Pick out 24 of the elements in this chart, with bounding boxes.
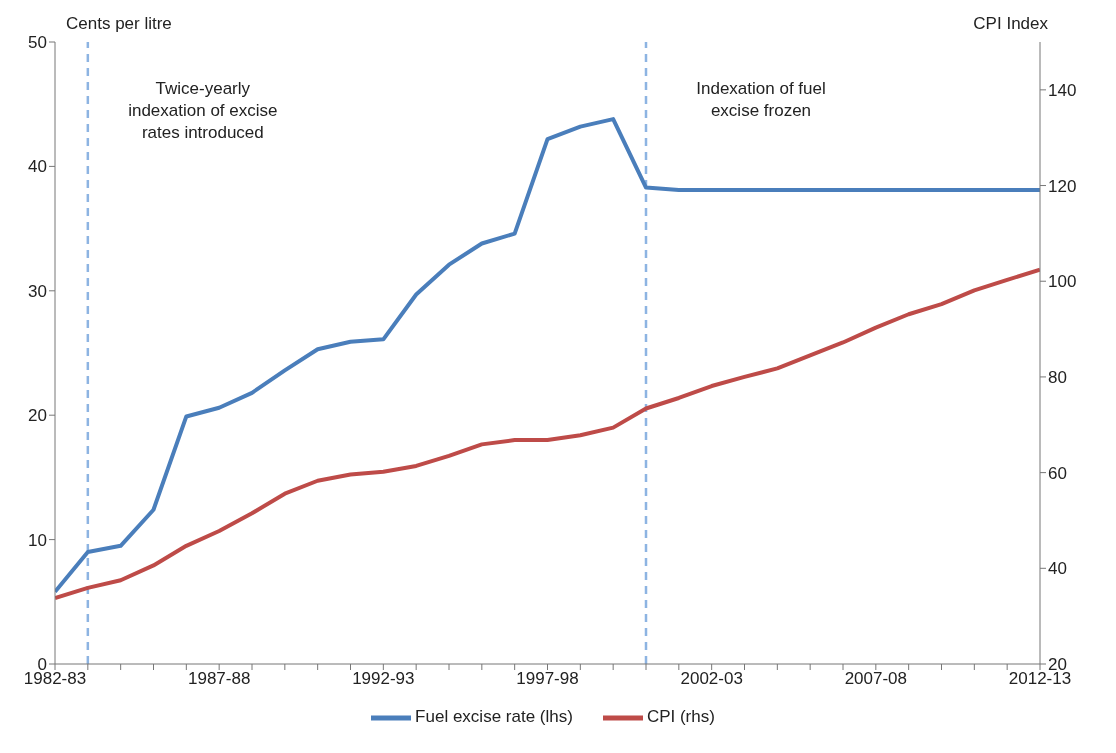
x-tick-label: 1997-98 [516,669,579,689]
y-axis-title: Cents per litre [66,14,172,34]
y2-axis-title: CPI Index [973,14,1048,34]
legend-label: CPI (rhs) [646,707,715,727]
y-tick-label: 30 [28,281,47,301]
y2-tick-label: 80 [1048,367,1067,387]
annotation: Twice-yearly indexation of excise rates introduced [128,79,278,142]
y-tick-label: 10 [28,530,47,550]
x-tick-label: 1992-93 [352,669,415,689]
y2-tick-label: 100 [1048,272,1077,292]
y2-tick-label: 140 [1048,80,1077,100]
y-tick-label: 40 [28,157,47,177]
line-series [55,267,1040,600]
x-tick-label: 2007-08 [844,669,908,689]
y-tick-label: 20 [28,406,47,426]
y-tick-label: 50 [28,33,47,53]
annotation: Indexation of fuel excise frozen [696,79,826,120]
y2-tick-label: 40 [1048,559,1067,579]
y2-tick-label: 60 [1048,463,1067,483]
legend-label: Fuel excise rate (lhs) [415,707,573,727]
x-tick-label: 2002-03 [680,669,743,689]
x-tick-label: 1987-88 [187,669,251,689]
line-series [55,117,1040,594]
y2-tick-label: 120 [1048,176,1077,196]
